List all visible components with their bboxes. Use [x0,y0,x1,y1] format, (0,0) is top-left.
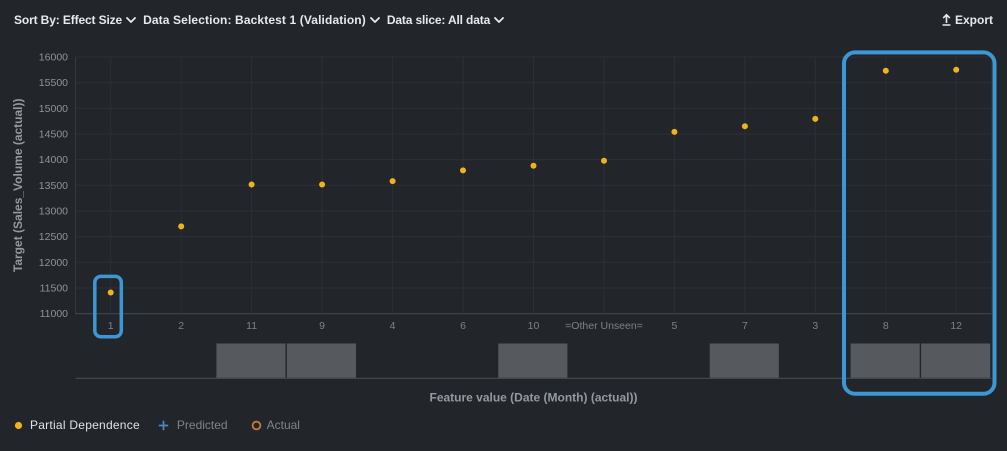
svg-text:3: 3 [812,320,818,332]
svg-text:12000: 12000 [39,257,68,269]
svg-text:4: 4 [390,320,396,332]
svg-text:16000: 16000 [39,52,68,64]
svg-text:9: 9 [319,320,325,332]
svg-text:11000: 11000 [40,308,69,320]
svg-text:14500: 14500 [39,129,68,141]
svg-text:=Other Unseen=: =Other Unseen= [565,320,643,332]
svg-text:10: 10 [528,320,540,332]
svg-text:15500: 15500 [39,77,68,89]
svg-text:13000: 13000 [39,206,68,218]
svg-text:12: 12 [950,320,962,332]
svg-text:13500: 13500 [39,180,68,192]
svg-text:1: 1 [108,320,114,332]
svg-text:12500: 12500 [39,231,68,243]
svg-text:11: 11 [246,320,257,332]
svg-text:14000: 14000 [39,154,68,166]
svg-text:5: 5 [671,320,677,332]
svg-text:15000: 15000 [39,103,68,115]
svg-text:6: 6 [460,320,466,332]
svg-text:11500: 11500 [40,283,69,295]
svg-text:Target (Sales_Volume (actual)): Target (Sales_Volume (actual)) [11,98,25,272]
svg-text:8: 8 [883,320,889,332]
svg-text:Feature value (Date (Month) (a: Feature value (Date (Month) (actual)) [429,391,637,405]
svg-text:2: 2 [178,320,184,332]
svg-text:7: 7 [742,320,748,332]
